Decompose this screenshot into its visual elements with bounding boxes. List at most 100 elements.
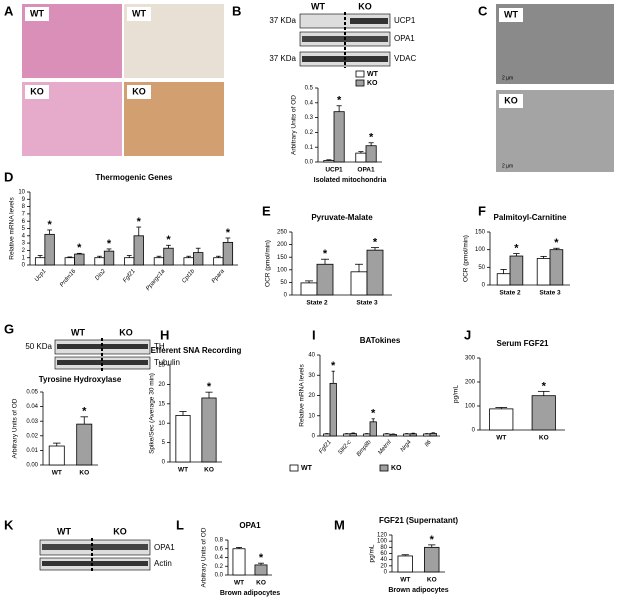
y-axis-label: Relative mRNA levels — [299, 364, 306, 427]
significance: * — [77, 242, 82, 254]
significance: * — [542, 380, 547, 392]
y-axis-label: Spike/Sec (Average 30 min) — [149, 373, 156, 454]
y-tick-label: 50 — [478, 265, 485, 271]
y-tick-label: 0 — [22, 263, 26, 269]
y-tick-label: 25 — [158, 363, 165, 369]
y-tick-label: 0.01 — [26, 448, 38, 454]
y-tick-label: 0 — [312, 434, 316, 440]
y-tick-label: 0.6 — [215, 546, 224, 552]
y-tick-label: 0.0 — [305, 160, 314, 166]
y-tick-label: 0.04 — [26, 404, 38, 410]
blot-k: WT KO OPA1 Actin — [39, 526, 175, 572]
significance: * — [323, 248, 328, 260]
bar — [397, 555, 413, 573]
significance: * — [207, 381, 212, 393]
bar — [333, 111, 345, 163]
label-box — [127, 7, 151, 21]
image-label: WT — [504, 9, 518, 19]
panel-letter: H — [160, 327, 169, 342]
significance: * — [554, 237, 559, 249]
bar — [193, 252, 204, 266]
group-label: KO — [119, 327, 133, 337]
y-tick-label: 0 — [284, 293, 288, 299]
bar — [34, 257, 46, 266]
legend-swatch — [355, 70, 365, 78]
panel-letter: L — [176, 517, 184, 532]
marker-label: 50 KDa — [25, 342, 52, 351]
bar — [153, 257, 165, 266]
significance: * — [371, 408, 376, 420]
bar — [183, 257, 194, 266]
panel-letter: I — [312, 327, 316, 342]
panel-letter: D — [4, 169, 13, 184]
y-tick-label: 0.05 — [26, 390, 38, 396]
significance: * — [337, 95, 342, 107]
x-tick-label: WT — [178, 467, 188, 474]
bar — [423, 433, 431, 437]
x-tick-label: Bmp8b — [356, 439, 373, 458]
bar — [232, 548, 246, 576]
y-tick-label: 30 — [308, 373, 315, 379]
y-tick-label: 8 — [22, 204, 26, 210]
panel-letter: E — [262, 203, 271, 218]
bar — [103, 250, 115, 266]
band-label: Actin — [154, 559, 172, 568]
blot-b: WT KO 37 KDa 37 KDa UCP1 OPA1 VDAC — [269, 1, 416, 68]
x-tick-label: KO — [204, 467, 214, 474]
y-tick-label: 80 — [380, 545, 387, 551]
bar — [133, 235, 144, 266]
bar — [48, 445, 65, 466]
x-tick-label: State 3 — [356, 300, 378, 307]
bar — [323, 160, 335, 163]
significance: * — [373, 237, 378, 249]
x-tick-label: Dio2 — [94, 268, 107, 282]
y-tick-label: 5 — [162, 440, 166, 446]
bar — [316, 263, 334, 296]
chart-title: Pyruvate-Malate — [311, 213, 373, 222]
marker-label: 37 KDa — [269, 16, 296, 25]
significance: * — [331, 360, 336, 372]
y-tick-label: 50 — [280, 280, 287, 286]
y-tick-label: 0.1 — [305, 145, 314, 151]
band — [42, 544, 148, 550]
label-box — [127, 85, 151, 99]
legend-swatch — [379, 464, 389, 472]
panel-letter: C — [478, 3, 488, 18]
group-label: KO — [358, 1, 372, 11]
y-tick-label: 1 — [22, 255, 26, 261]
band-label: TH — [154, 342, 165, 351]
x-tick-label: KO — [427, 577, 437, 584]
histology-panel: WT WT KO KO — [22, 4, 224, 156]
x-tick-label: Slit2-c — [337, 439, 352, 456]
y-tick-label: 20 — [380, 563, 387, 569]
y-tick-label: 60 — [380, 551, 387, 557]
y-tick-label: 0.2 — [215, 564, 224, 570]
significance: * — [82, 406, 87, 418]
bar — [343, 433, 351, 437]
y-tick-label: 40 — [308, 353, 315, 359]
x-tick-label: UCP1 — [325, 167, 343, 174]
bar — [489, 408, 514, 431]
x-tick-label: Cpt1b — [181, 268, 196, 285]
bar — [74, 253, 85, 266]
y-tick-label: 100 — [277, 267, 288, 273]
bar — [64, 257, 75, 266]
y-tick-label: 15 — [158, 401, 165, 407]
significance: * — [137, 216, 142, 228]
y-tick-label: 0 — [482, 283, 486, 289]
bar — [383, 433, 391, 437]
y-tick-label: 200 — [277, 242, 288, 248]
y-axis-label: Arbitrary Units of OD — [291, 95, 298, 155]
x-tick-label: Il6 — [424, 439, 433, 448]
band-label: OPA1 — [154, 543, 175, 552]
x-tick-label: Prdm16 — [59, 268, 78, 288]
y-tick-label: 0.4 — [305, 100, 314, 106]
legend-label: KO — [391, 465, 402, 472]
blot-g: WT KO 50 KDa TH Tubulin Tyrosine Hydroxy… — [25, 327, 180, 384]
significance: * — [166, 234, 171, 246]
bar — [355, 152, 367, 163]
y-tick-label: 20 — [158, 382, 165, 388]
panel-letter: A — [4, 3, 14, 18]
x-tick-label: State 2 — [306, 300, 328, 307]
